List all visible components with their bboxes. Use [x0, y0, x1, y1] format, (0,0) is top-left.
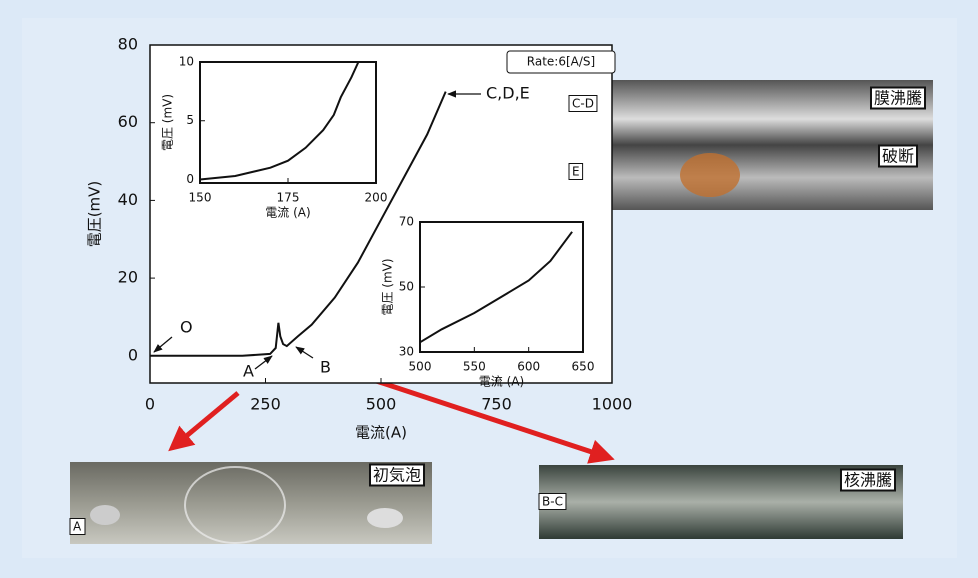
x-tick-label: 1000	[592, 395, 633, 414]
y-tick-label: 40	[118, 190, 138, 209]
x-axis-label: 電流 (A)	[265, 206, 310, 220]
annotation: B	[320, 358, 331, 377]
y-axis-label: 電圧 (mV)	[161, 94, 175, 151]
photo-label: C-D	[572, 97, 594, 111]
annotation: Rate:6[A/S]	[527, 55, 595, 69]
x-tick-label: 600	[517, 360, 540, 374]
photo-label: 核沸騰	[844, 471, 892, 490]
y-tick-label: 30	[399, 345, 414, 359]
x-tick-label: 500	[366, 395, 397, 414]
y-tick-label: 50	[399, 280, 414, 294]
x-axis-label: 電流(A)	[355, 424, 407, 442]
annotation: A	[243, 362, 254, 381]
x-tick-label: 0	[145, 395, 155, 414]
figure: 02505007501000020406080電流(A)電圧(mV)150175…	[0, 0, 978, 578]
photo-label: B-C	[542, 495, 563, 509]
annotation: C,D,E	[486, 84, 530, 103]
y-axis-label: 電圧 (mV)	[381, 258, 395, 315]
photo-label: 膜沸騰	[874, 89, 922, 108]
y-tick-label: 5	[186, 113, 194, 127]
y-tick-label: 20	[118, 268, 138, 287]
x-tick-label: 250	[250, 395, 281, 414]
x-tick-label: 150	[189, 191, 212, 205]
annotation: O	[180, 318, 193, 337]
x-tick-label: 500	[409, 360, 432, 374]
photo-label: 破断	[882, 147, 914, 166]
y-tick-label: 60	[118, 112, 138, 131]
y-axis-label: 電圧(mV)	[86, 181, 104, 248]
y-tick-label: 80	[118, 35, 138, 54]
page: {"chart_data": [ {"type": "line", "xlabe…	[0, 0, 978, 578]
photo-label: 初気泡	[373, 466, 421, 485]
x-tick-label: 200	[365, 191, 388, 205]
x-tick-label: 175	[277, 191, 300, 205]
x-tick-label: 750	[481, 395, 512, 414]
y-tick-label: 10	[179, 55, 194, 69]
plot-area	[420, 222, 583, 352]
x-axis-label: 電流 (A)	[479, 375, 524, 389]
y-tick-label: 0	[128, 345, 138, 364]
photo-label: A	[73, 520, 82, 534]
y-tick-label: 70	[399, 215, 414, 229]
photo-label: E	[572, 165, 580, 179]
y-tick-label: 0	[186, 172, 194, 186]
x-tick-label: 550	[463, 360, 486, 374]
x-tick-label: 650	[572, 360, 595, 374]
